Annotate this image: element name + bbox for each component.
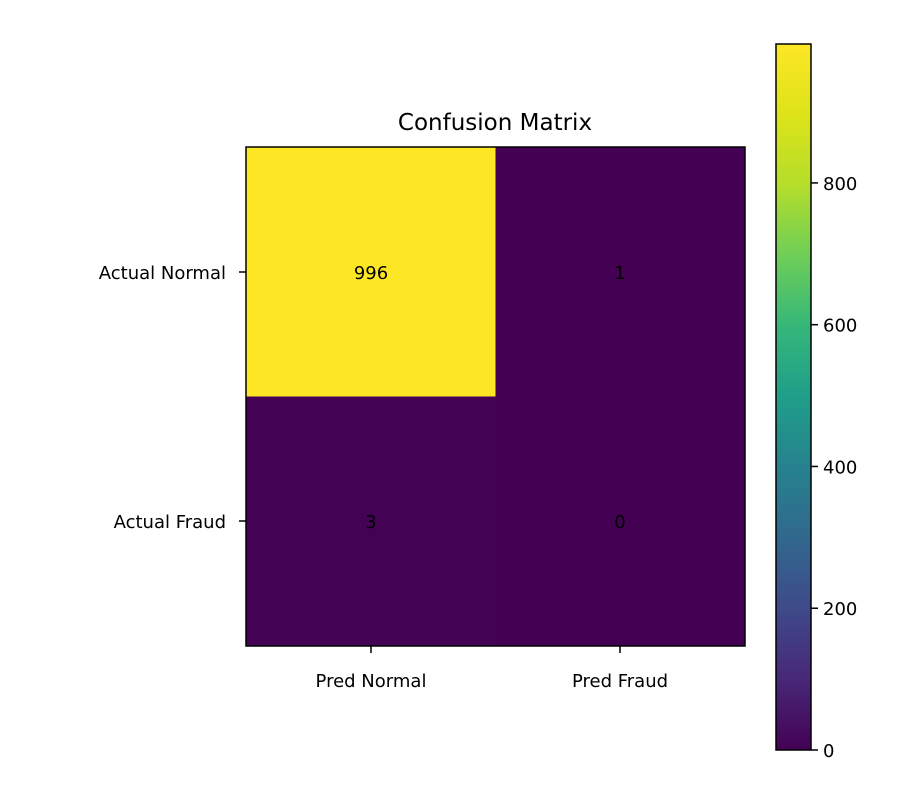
cell-label: 3 [365, 512, 376, 533]
colorbar: 0 200 400 600 800 [776, 44, 857, 762]
colorbar-tick-label: 0 [823, 741, 834, 762]
colorbar-gradient [776, 44, 811, 750]
colorbar-tick-label: 800 [823, 174, 857, 195]
chart-title: Confusion Matrix [398, 110, 592, 136]
colorbar-ticks: 0 200 400 600 800 [811, 174, 857, 762]
heatmap-cells [246, 147, 746, 647]
y-tick-label: Actual Fraud [114, 512, 226, 533]
colorbar-tick-label: 600 [823, 316, 857, 337]
x-tick-label: Pred Normal [316, 671, 427, 692]
y-axis: Actual Normal Actual Fraud [99, 263, 246, 533]
colorbar-tick-label: 200 [823, 599, 857, 620]
colorbar-tick-label: 400 [823, 457, 857, 478]
cell-label: 0 [614, 512, 625, 533]
x-tick-label: Pred Fraud [572, 671, 668, 692]
y-tick-label: Actual Normal [99, 263, 226, 284]
x-axis: Pred Normal Pred Fraud [316, 646, 668, 692]
cell-label: 996 [354, 263, 388, 284]
cell-label: 1 [614, 263, 625, 284]
